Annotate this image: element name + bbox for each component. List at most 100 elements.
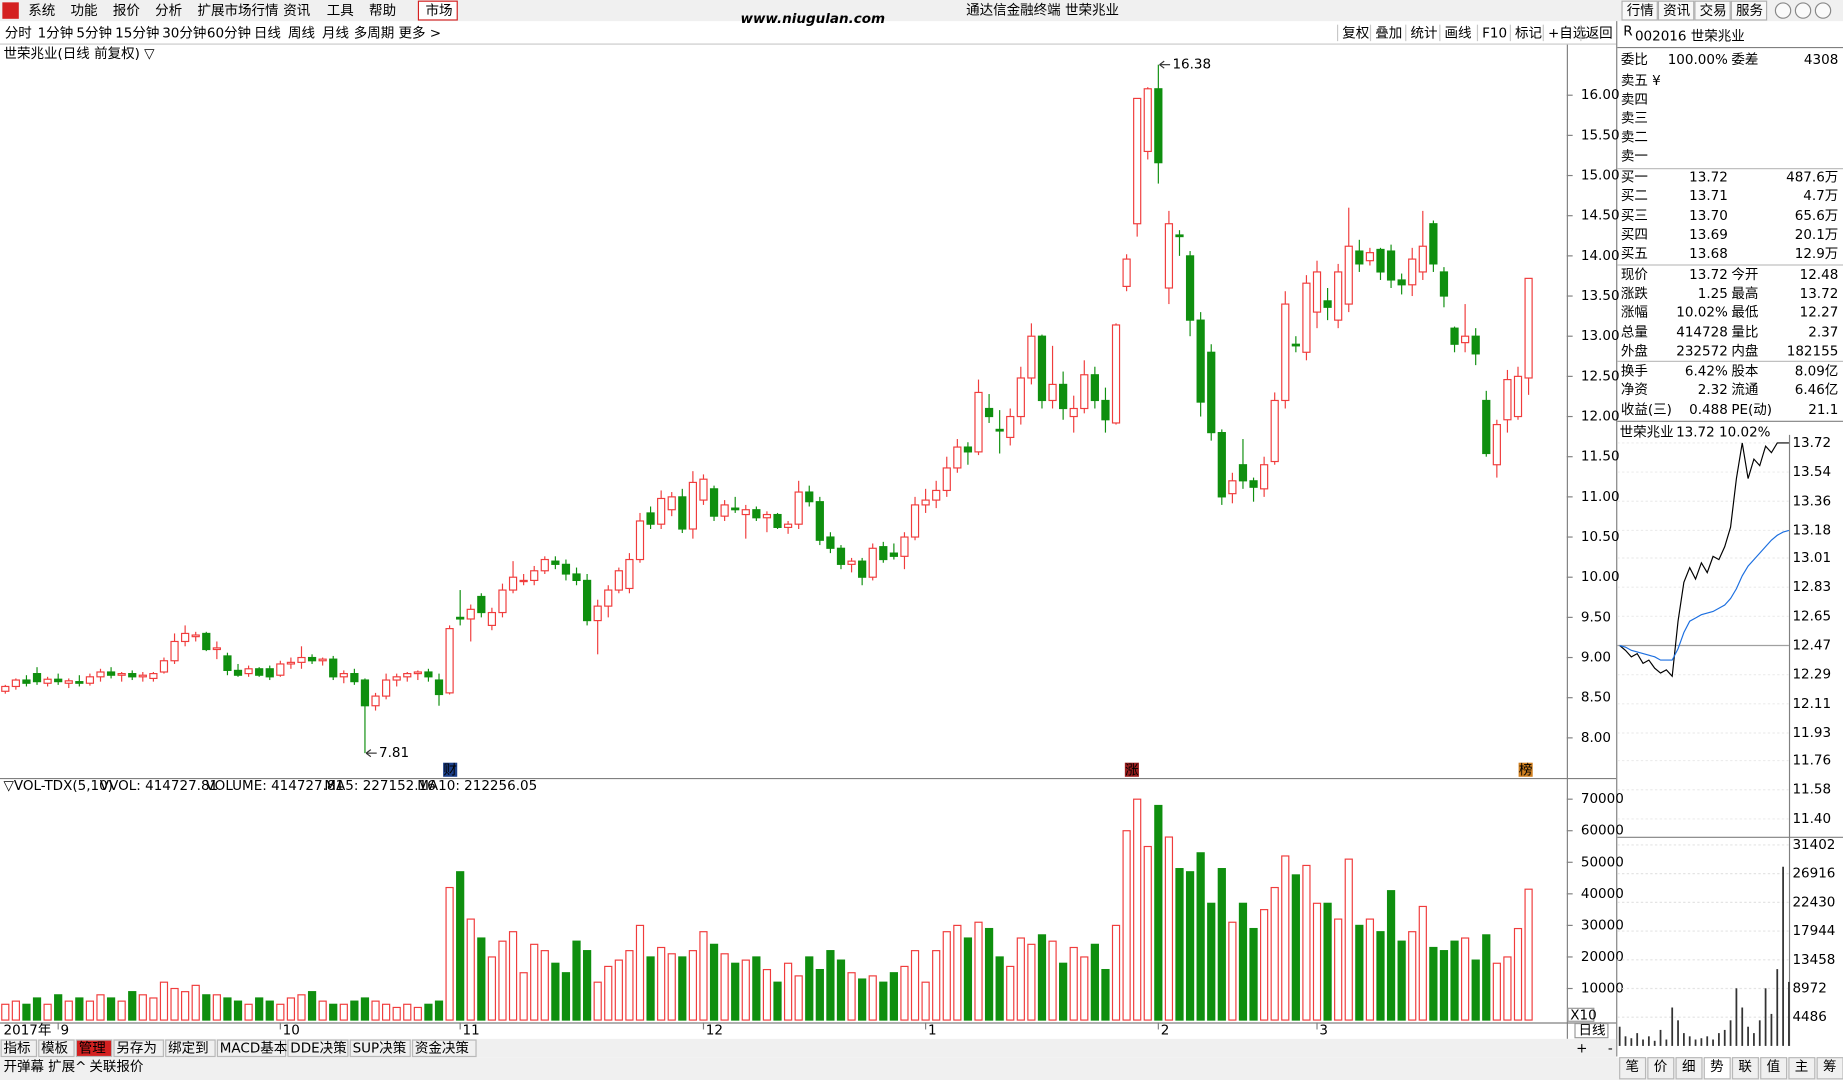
volume-bar — [43, 1003, 52, 1021]
right-tab[interactable]: 筹 — [1823, 1058, 1837, 1075]
volume-bar — [1408, 931, 1417, 1021]
quote-cell: 4308 — [1804, 52, 1838, 68]
menu-item[interactable]: 工具 — [327, 3, 354, 19]
quote-cell: 13.72 — [1689, 169, 1728, 185]
top-button[interactable]: 行情 — [1627, 3, 1654, 19]
bottom-tab[interactable]: 管理 — [79, 1040, 107, 1056]
volume-bar — [392, 1006, 401, 1021]
right-tab[interactable]: 值 — [1767, 1059, 1781, 1075]
period-tab[interactable]: 分时 — [5, 25, 32, 41]
right-tab[interactable]: 主 — [1795, 1059, 1809, 1075]
window-control[interactable] — [1794, 2, 1812, 19]
y-tick-label: 12.65 — [1792, 608, 1831, 624]
period-tab[interactable]: 更多 > — [398, 24, 441, 41]
volume-bar — [403, 1003, 412, 1021]
candle-body — [1069, 407, 1078, 418]
right-tab[interactable]: 势 — [1710, 1059, 1724, 1075]
candle-body — [170, 640, 179, 662]
period-tab[interactable]: 多周期 — [354, 24, 395, 41]
volume-bar — [984, 927, 994, 1021]
candle-body — [64, 680, 73, 684]
candle-body — [212, 647, 221, 651]
intraday-line — [1619, 442, 1789, 678]
candle-body — [995, 428, 1004, 432]
right-tab-box — [1619, 1057, 1647, 1080]
menu-item-active[interactable]: 市场 — [425, 2, 452, 19]
candle-body — [1503, 378, 1512, 421]
candle-body — [519, 579, 528, 583]
right-tab-box — [1675, 1057, 1703, 1080]
candle-body — [424, 671, 433, 678]
event-marker: 涨 — [1125, 762, 1139, 778]
menu-item[interactable]: 分析 — [155, 3, 182, 19]
volume-legend: MA5: 227152.16 — [324, 778, 435, 794]
bottom-tab[interactable]: 资金决策 — [415, 1039, 470, 1056]
quote-cell: 487.6万 — [1786, 169, 1838, 185]
top-button[interactable]: 资讯 — [1663, 3, 1691, 19]
right-tab[interactable]: 细 — [1682, 1059, 1696, 1075]
volume-bar — [1122, 830, 1131, 1021]
bottom-tab[interactable]: 绑定到 — [168, 1040, 209, 1056]
right-tab-box — [1788, 1057, 1816, 1080]
window-control[interactable] — [1774, 2, 1792, 19]
event-marker-box[interactable] — [1124, 762, 1139, 777]
period-tab[interactable]: 月线 — [322, 25, 349, 41]
period-tab[interactable]: 60分钟 — [207, 24, 251, 41]
quote-cell: 买一 — [1621, 169, 1648, 185]
bottom-tab[interactable]: DDE决策 — [290, 1039, 347, 1056]
menu-item[interactable]: 资讯 — [283, 3, 311, 19]
zoom-in[interactable]: + — [1576, 1040, 1587, 1056]
tool-button[interactable]: 复权 — [1342, 24, 1370, 41]
period-tab[interactable]: 30分钟 — [162, 24, 206, 41]
event-marker-box[interactable] — [443, 762, 458, 777]
period-tab[interactable]: 5分钟 — [76, 24, 112, 41]
window-control[interactable] — [1814, 2, 1832, 19]
tool-button[interactable]: F10 — [1482, 25, 1507, 41]
menu-item[interactable]: 系统 — [28, 3, 55, 19]
bottom-tab[interactable]: 模板 — [41, 1040, 69, 1056]
volume-bar — [1503, 956, 1512, 1021]
bottom-tab[interactable]: MACD基本 — [220, 1039, 288, 1056]
status-item[interactable]: 扩展^ — [48, 1059, 86, 1075]
top-button[interactable]: 交易 — [1700, 2, 1727, 19]
volume-bar — [244, 1003, 253, 1021]
quote-cell: 13.71 — [1689, 188, 1728, 204]
status-item[interactable]: 关联报价 — [89, 1059, 144, 1075]
quote-cell: 232572 — [1676, 343, 1728, 359]
period-tab[interactable]: 日线 — [254, 25, 281, 41]
period-tab[interactable]: 1分钟 — [38, 24, 74, 41]
zoom-out[interactable]: - — [1608, 1040, 1613, 1056]
period-tab[interactable]: 15分钟 — [115, 24, 159, 41]
quote-cell: 182155 — [1787, 343, 1839, 359]
candle-body — [381, 679, 391, 697]
volume-bar — [953, 924, 962, 1021]
top-button[interactable]: 服务 — [1736, 3, 1763, 19]
event-marker-box[interactable] — [1518, 762, 1533, 777]
quote-cell: 6.42% — [1685, 363, 1728, 379]
menu-item[interactable]: 帮助 — [369, 3, 396, 19]
candle-body — [858, 560, 867, 578]
right-tab[interactable]: 笔 — [1626, 1059, 1640, 1075]
menu-item[interactable]: 报价 — [113, 3, 141, 19]
menu-item[interactable]: 扩展市场行情 — [197, 2, 278, 19]
right-tab[interactable]: 联 — [1738, 1059, 1752, 1075]
quote-cell: 委比 — [1621, 52, 1648, 68]
bottom-tab[interactable]: 指标 — [4, 1040, 31, 1056]
volume-bar — [794, 975, 803, 1021]
bottom-tab[interactable]: 另存为 — [116, 1040, 157, 1056]
tool-button[interactable]: 标记 — [1515, 25, 1542, 41]
tool-button[interactable]: 返回 — [1586, 25, 1613, 41]
period-tab[interactable]: 周线 — [288, 25, 315, 41]
tool-button[interactable]: 叠加 — [1375, 25, 1402, 41]
tool-button[interactable]: +自选 — [1548, 25, 1587, 41]
candle-body — [1439, 271, 1449, 297]
status-item[interactable]: 开弹幕 — [4, 1059, 45, 1075]
tool-button[interactable]: 统计 — [1410, 25, 1437, 41]
bottom-tab[interactable]: SUP决策 — [353, 1039, 407, 1056]
right-tab[interactable]: 价 — [1654, 1059, 1668, 1075]
volume-bar — [1386, 890, 1396, 1021]
menu-item[interactable]: 功能 — [71, 3, 98, 19]
volume-bar — [149, 997, 158, 1021]
tool-button[interactable]: 画线 — [1445, 25, 1472, 41]
